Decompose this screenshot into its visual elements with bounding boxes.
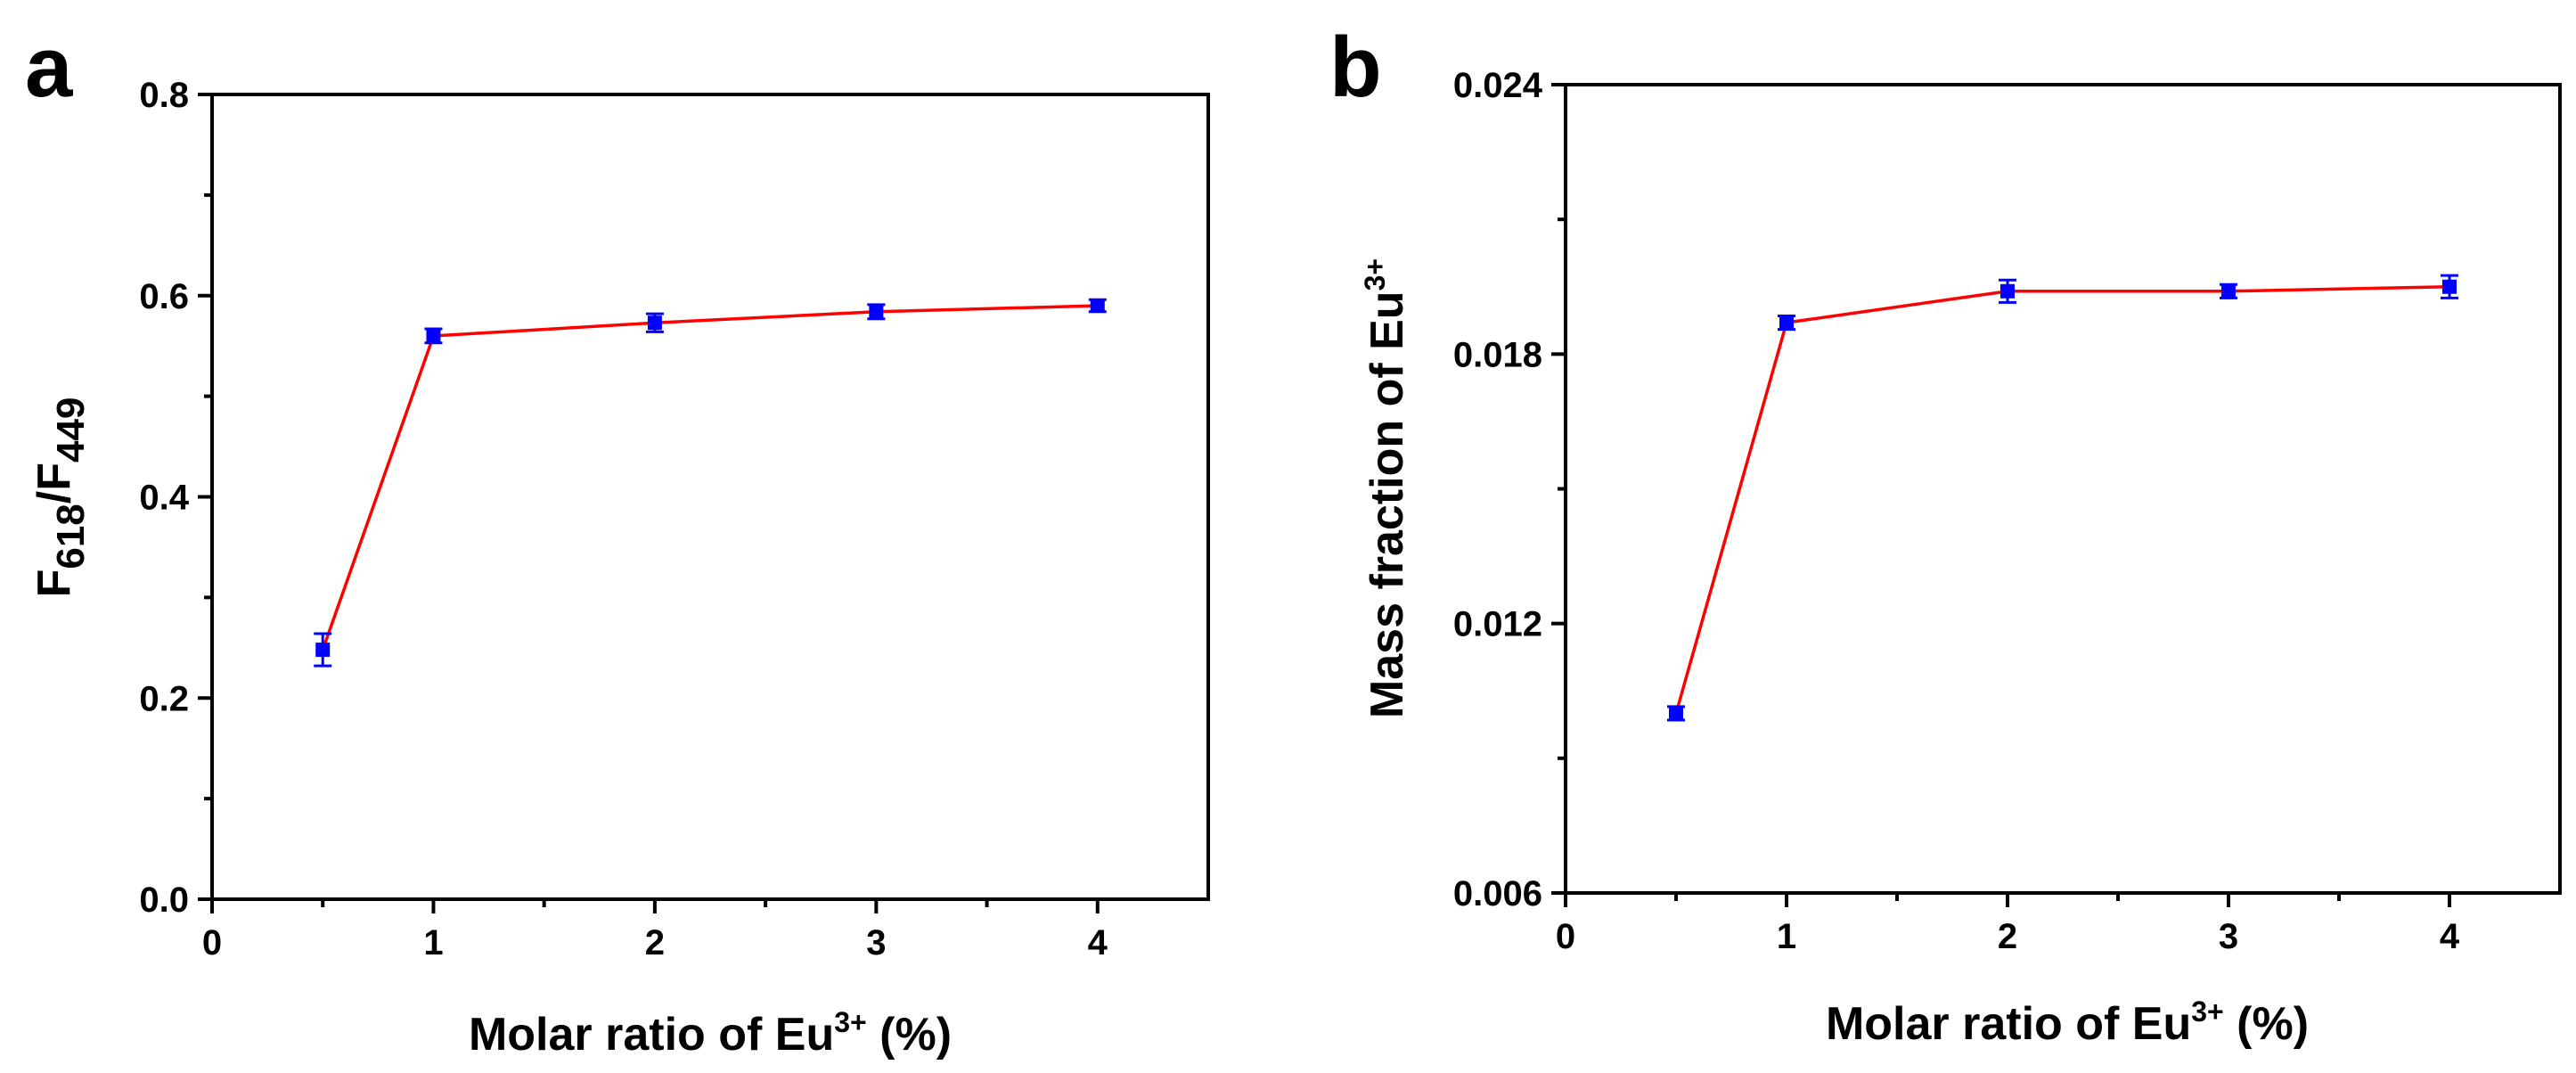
panel-a-plot-frame xyxy=(210,93,1210,901)
x-tick-label: 2 xyxy=(1998,917,2017,956)
x-tick-label: 1 xyxy=(1777,917,1796,956)
panel-a-ticks xyxy=(198,93,1100,913)
data-point xyxy=(2221,283,2236,299)
x-tick-label: 1 xyxy=(423,923,443,962)
panel-b-x-axis-title: Molar ratio of Eu3+ (%) xyxy=(1826,995,2309,1050)
series-line xyxy=(321,304,1098,651)
data-point xyxy=(647,315,662,331)
panel-a-x-axis-title: Molar ratio of Eu3+ (%) xyxy=(469,1006,952,1061)
x-tick-label: 0 xyxy=(1556,917,1575,956)
panel-b-plot-frame xyxy=(1564,83,2562,895)
panel-b-x-tick-labels: 0 1 2 3 4 xyxy=(1556,917,2460,956)
y-tick-label: 0.006 xyxy=(1453,874,1542,913)
panel-a: a 0 1 2 3 4 0.0 0.2 0.4 0.6 0.8 Molar ratio of E… xyxy=(25,20,1210,1061)
y-tick-label: 0.0 xyxy=(139,881,189,920)
panel-b-ticks xyxy=(1551,83,2451,907)
x-tick-label: 3 xyxy=(866,923,886,962)
panel-b-series xyxy=(1667,274,2458,722)
y-tick-label: 0.024 xyxy=(1453,66,1543,105)
series-line xyxy=(1674,285,2450,714)
panel-a-series xyxy=(314,298,1107,668)
x-tick-label: 2 xyxy=(645,923,665,962)
panel-b-letter: b xyxy=(1329,20,1382,115)
data-point xyxy=(426,328,441,343)
y-tick-label: 0.018 xyxy=(1453,335,1542,374)
x-tick-label: 0 xyxy=(202,923,222,962)
panel-a-x-tick-labels: 0 1 2 3 4 xyxy=(202,923,1108,962)
y-tick-label: 0.2 xyxy=(139,679,189,718)
panel-b-y-tick-labels: 0.006 0.012 0.018 0.024 xyxy=(1453,66,1543,913)
data-point xyxy=(869,304,884,319)
x-tick-label: 3 xyxy=(2219,917,2238,956)
x-tick-label: 4 xyxy=(2440,917,2460,956)
data-point xyxy=(2442,279,2457,294)
x-tick-label: 4 xyxy=(1088,923,1108,962)
y-tick-label: 0.8 xyxy=(139,76,189,115)
panel-a-y-tick-labels: 0.0 0.2 0.4 0.6 0.8 xyxy=(139,76,189,920)
data-point xyxy=(1669,706,1683,721)
panel-a-y-axis-title: F618/F449 xyxy=(29,397,93,598)
panel-b-y-axis-title: Mass fraction of Eu3+ xyxy=(1359,258,1413,718)
y-tick-label: 0.012 xyxy=(1453,605,1542,644)
data-point xyxy=(2000,283,2015,299)
data-point xyxy=(315,643,331,658)
data-point xyxy=(1090,299,1105,314)
y-tick-label: 0.6 xyxy=(139,277,189,316)
panel-b: b 0 1 2 3 4 0.006 0.012 0.018 0.024 Molar ratio… xyxy=(1329,20,2562,1050)
y-tick-label: 0.4 xyxy=(139,479,189,518)
panel-a-letter: a xyxy=(25,20,73,115)
data-point xyxy=(1779,315,1794,331)
